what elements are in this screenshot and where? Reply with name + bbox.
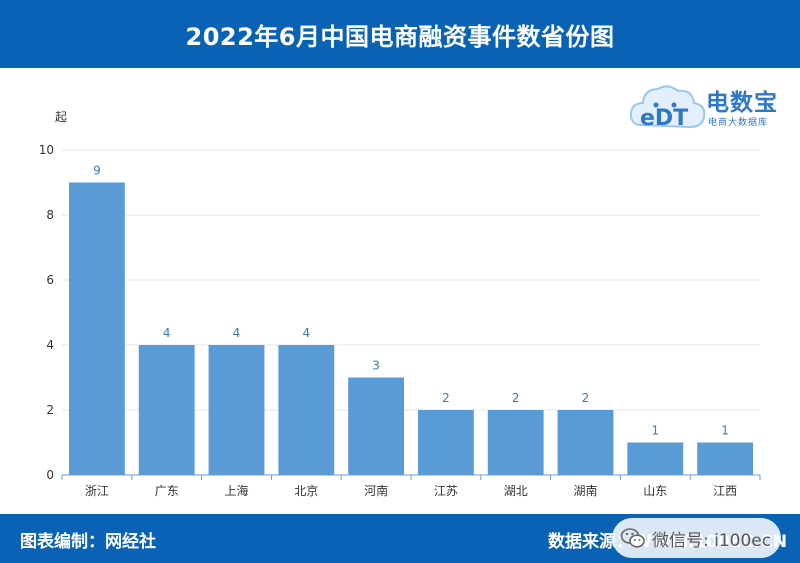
- bar-chart-svg: 起 0 2 4 6 8 10 9 浙江 4 广东 4 上海 4 北京 3 河南 2 江苏 2 湖北 2 湖南 1 山东 1 江西: [39, 110, 761, 498]
- bar: [138, 345, 195, 475]
- data-label: 4: [163, 326, 171, 340]
- bar: [487, 410, 544, 475]
- bar: [278, 345, 335, 475]
- bar-chart: 起 0 2 4 6 8 10 9 浙江 4 广东 4 上海 4 北京 3 河南 2 江苏 2 湖北 2 湖南 1 山东 1 江西: [0, 68, 800, 514]
- x-tick-label: 江西: [713, 484, 737, 498]
- y-axis-label: 起: [55, 110, 67, 124]
- x-tick-label: 北京: [294, 484, 318, 498]
- bar: [208, 345, 265, 475]
- chart-title: 2022年6月中国电商融资事件数省份图: [185, 22, 615, 51]
- y-tick-label: 6: [46, 273, 54, 287]
- x-tick-label: 广东: [155, 484, 179, 498]
- bar: [417, 410, 474, 475]
- data-label: 4: [302, 326, 310, 340]
- bar: [697, 442, 754, 475]
- x-tick-label: 湖北: [504, 483, 528, 498]
- data-label: 1: [651, 424, 659, 438]
- bar: [557, 410, 614, 475]
- wechat-icon: [620, 528, 645, 548]
- logo-mark: eDT: [640, 106, 688, 131]
- y-tick-label: 8: [46, 208, 54, 222]
- wechat-watermark: 微信号: i100ec: [612, 518, 782, 558]
- bar: [627, 442, 684, 475]
- y-tick-label: 10: [39, 143, 54, 157]
- data-label: 3: [372, 359, 380, 373]
- data-label: 1: [721, 424, 729, 438]
- data-label: 2: [512, 391, 520, 405]
- data-label: 9: [93, 164, 101, 178]
- chart-footer: 图表编制：网经社 数据来源：WWW.100EC.CN 微信号: i100ec: [0, 514, 800, 563]
- logo-subtitle: 电商大数据库: [708, 118, 769, 128]
- data-label: 4: [233, 326, 241, 340]
- bar: [348, 377, 405, 475]
- x-tick-label: 江苏: [434, 484, 458, 498]
- data-label: 2: [442, 391, 450, 405]
- bar: [68, 182, 125, 475]
- y-tick-label: 0: [46, 468, 54, 482]
- logo-name: 电数宝: [706, 90, 778, 116]
- y-tick-label: 4: [46, 338, 54, 352]
- x-tick-label: 浙江: [85, 484, 109, 498]
- x-tick-label: 河南: [364, 483, 388, 498]
- x-tick-label: 上海: [224, 483, 248, 498]
- chart-credit: 图表编制：网经社: [20, 532, 156, 552]
- watermark-text: 微信号: i100ec: [652, 530, 772, 551]
- y-tick-label: 2: [46, 403, 54, 417]
- x-tick-label: 山东: [643, 484, 667, 498]
- x-tick-label: 湖南: [573, 483, 597, 498]
- cloud-logo-icon: eDT: [629, 85, 706, 131]
- edt-logo: eDT 电数宝 电商大数据库: [628, 75, 794, 135]
- chart-header: 2022年6月中国电商融资事件数省份图: [0, 0, 800, 68]
- data-label: 2: [582, 391, 590, 405]
